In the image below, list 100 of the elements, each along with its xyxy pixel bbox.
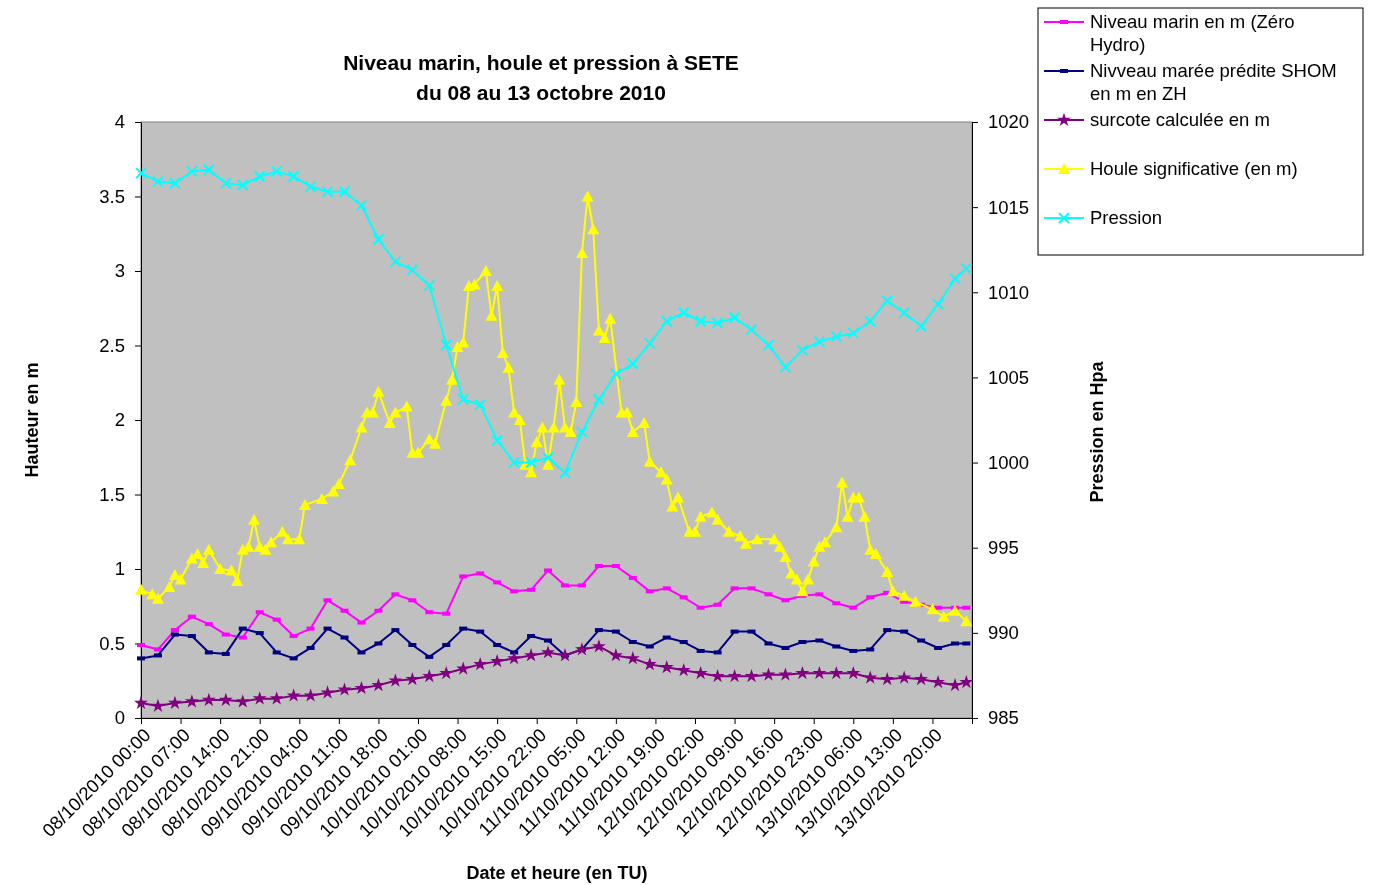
point bbox=[830, 330, 843, 343]
legend-label: surcote calculée en m bbox=[1090, 109, 1270, 130]
point bbox=[525, 456, 538, 469]
point bbox=[915, 320, 928, 333]
y2-tick-label: 1010 bbox=[988, 281, 1030, 303]
point bbox=[151, 175, 164, 188]
point bbox=[693, 665, 708, 680]
point bbox=[422, 668, 437, 683]
point bbox=[388, 673, 403, 687]
point bbox=[542, 451, 555, 464]
point bbox=[608, 648, 623, 662]
point bbox=[779, 361, 792, 374]
point bbox=[762, 339, 775, 352]
point bbox=[252, 691, 267, 705]
point bbox=[625, 651, 640, 665]
point bbox=[575, 425, 588, 438]
y2-tick-label: 995 bbox=[988, 537, 1019, 559]
point bbox=[728, 311, 741, 324]
point bbox=[490, 654, 505, 668]
point bbox=[812, 665, 827, 680]
point bbox=[320, 685, 335, 699]
y-tick-label: 0 bbox=[114, 707, 125, 729]
y2-tick-label: 1015 bbox=[988, 196, 1030, 218]
point bbox=[676, 663, 691, 677]
y-tick-label: 2 bbox=[114, 409, 125, 431]
point bbox=[677, 306, 690, 319]
x-axis-title: Date et heure (en TU) bbox=[466, 863, 648, 883]
point bbox=[524, 648, 539, 662]
point bbox=[932, 298, 945, 311]
point bbox=[185, 165, 198, 178]
point bbox=[202, 163, 215, 176]
point bbox=[949, 272, 962, 285]
y-tick-label: 2.5 bbox=[99, 334, 125, 356]
point bbox=[745, 323, 758, 336]
point bbox=[236, 179, 249, 192]
point bbox=[642, 657, 657, 671]
point bbox=[303, 688, 318, 702]
point bbox=[574, 642, 589, 656]
point bbox=[863, 670, 878, 684]
point bbox=[711, 316, 724, 329]
point bbox=[287, 170, 300, 183]
y2-axis-title: Pression en Hpa bbox=[1087, 360, 1107, 503]
point bbox=[219, 177, 232, 190]
point bbox=[558, 466, 571, 479]
point bbox=[864, 315, 877, 328]
point bbox=[659, 660, 674, 674]
y2-tick-label: 1000 bbox=[988, 451, 1030, 473]
point bbox=[304, 180, 317, 193]
point bbox=[440, 339, 453, 352]
point bbox=[507, 651, 522, 665]
point bbox=[218, 692, 233, 707]
point bbox=[846, 665, 861, 680]
y-tick-label: 1 bbox=[114, 558, 125, 580]
point bbox=[354, 680, 369, 695]
point bbox=[541, 645, 555, 659]
point bbox=[474, 398, 487, 411]
point bbox=[914, 671, 929, 686]
point bbox=[235, 694, 250, 708]
point bbox=[898, 306, 911, 319]
point bbox=[778, 667, 793, 681]
y-axis-title: Hauteur en m bbox=[22, 362, 42, 478]
point bbox=[881, 294, 894, 307]
point bbox=[880, 671, 895, 686]
point bbox=[959, 674, 974, 689]
point bbox=[406, 264, 419, 277]
legend-label: Houle significative (en m) bbox=[1090, 158, 1298, 179]
point bbox=[727, 668, 742, 683]
point bbox=[423, 279, 436, 292]
point bbox=[338, 185, 351, 198]
point bbox=[389, 255, 402, 268]
point bbox=[960, 262, 973, 275]
y-tick-label: 3 bbox=[114, 260, 125, 282]
y2-tick-label: 990 bbox=[988, 622, 1019, 644]
point bbox=[508, 456, 521, 469]
point bbox=[167, 695, 182, 710]
point bbox=[135, 167, 147, 180]
y-tick-label: 0.5 bbox=[99, 632, 125, 654]
point bbox=[473, 657, 488, 671]
point bbox=[184, 694, 199, 708]
point bbox=[660, 315, 673, 328]
point bbox=[372, 233, 385, 246]
point bbox=[286, 688, 301, 702]
point bbox=[457, 393, 470, 406]
chart-title: Niveau marin, houle et pression à SETE du 08 au 13 octobre 2010 bbox=[343, 51, 739, 104]
legend-label: Pression bbox=[1090, 207, 1162, 228]
point bbox=[626, 357, 639, 370]
point bbox=[253, 170, 266, 183]
y-tick-label: 1.5 bbox=[99, 483, 125, 505]
point bbox=[643, 337, 656, 350]
point bbox=[270, 165, 283, 178]
point bbox=[744, 668, 759, 683]
point bbox=[201, 692, 216, 707]
y2-tick-label: 1020 bbox=[988, 111, 1030, 133]
point bbox=[337, 682, 352, 696]
y-tick-label: 4 bbox=[114, 111, 125, 133]
point bbox=[168, 177, 181, 190]
y-tick-label: 3.5 bbox=[99, 185, 125, 207]
point bbox=[847, 327, 860, 340]
point bbox=[491, 434, 504, 447]
y2-tick-label: 985 bbox=[988, 707, 1019, 729]
